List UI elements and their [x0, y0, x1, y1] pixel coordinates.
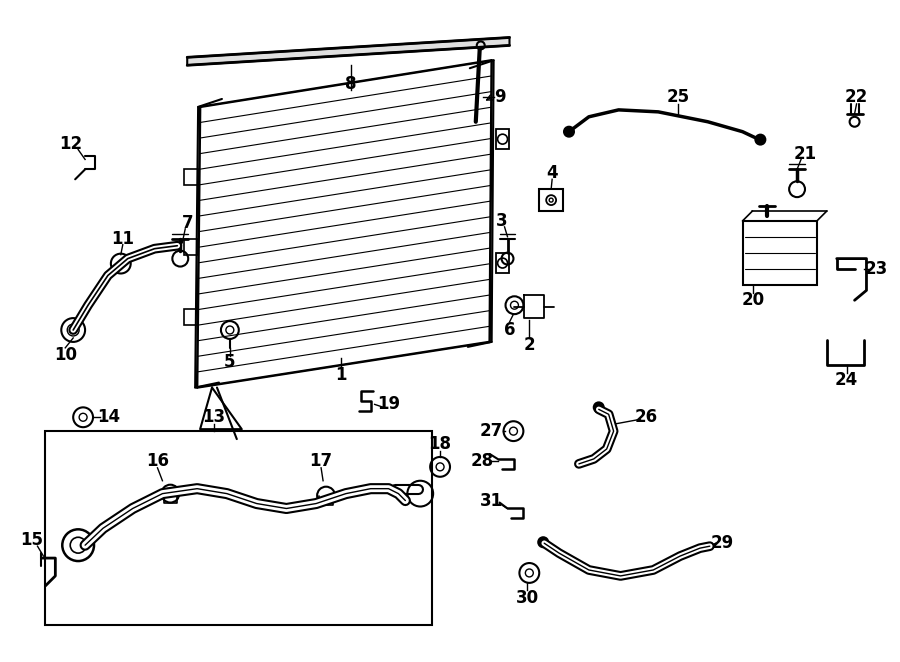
Text: 20: 20 — [742, 291, 765, 309]
Text: 12: 12 — [59, 134, 83, 152]
Text: 31: 31 — [480, 492, 503, 510]
Bar — [45, 431, 432, 624]
Text: 2: 2 — [524, 336, 536, 354]
Text: 11: 11 — [112, 230, 134, 248]
Circle shape — [538, 538, 548, 547]
Text: 8: 8 — [345, 75, 356, 93]
Text: 1: 1 — [335, 365, 346, 384]
Text: 27: 27 — [480, 422, 503, 440]
Text: 18: 18 — [428, 435, 452, 453]
Text: 24: 24 — [835, 371, 859, 389]
Text: 26: 26 — [634, 408, 658, 426]
Circle shape — [564, 126, 574, 136]
Text: 17: 17 — [310, 452, 333, 470]
Text: 23: 23 — [865, 260, 888, 277]
Text: 14: 14 — [97, 408, 121, 426]
Text: 22: 22 — [845, 88, 868, 106]
Text: 7: 7 — [182, 214, 193, 232]
Text: 25: 25 — [667, 88, 689, 106]
Text: 3: 3 — [496, 212, 508, 230]
Text: 5: 5 — [224, 353, 236, 371]
Polygon shape — [187, 38, 509, 66]
Bar — [184, 239, 198, 255]
Text: 30: 30 — [516, 589, 539, 607]
Bar — [496, 129, 509, 149]
Text: 16: 16 — [146, 452, 169, 470]
Text: 9: 9 — [494, 88, 506, 106]
Text: 4: 4 — [546, 164, 558, 182]
Bar — [496, 253, 509, 273]
Text: 15: 15 — [20, 531, 43, 549]
Text: 10: 10 — [54, 346, 76, 364]
Bar — [184, 309, 198, 325]
Bar — [742, 221, 817, 285]
Text: 6: 6 — [504, 321, 515, 339]
Text: 29: 29 — [711, 534, 734, 552]
Text: 21: 21 — [794, 144, 816, 162]
Bar — [539, 189, 563, 211]
Text: 19: 19 — [377, 395, 400, 413]
Text: 28: 28 — [470, 452, 493, 470]
Circle shape — [594, 402, 604, 412]
Text: 13: 13 — [202, 408, 226, 426]
Circle shape — [755, 134, 765, 144]
Bar — [184, 169, 198, 185]
